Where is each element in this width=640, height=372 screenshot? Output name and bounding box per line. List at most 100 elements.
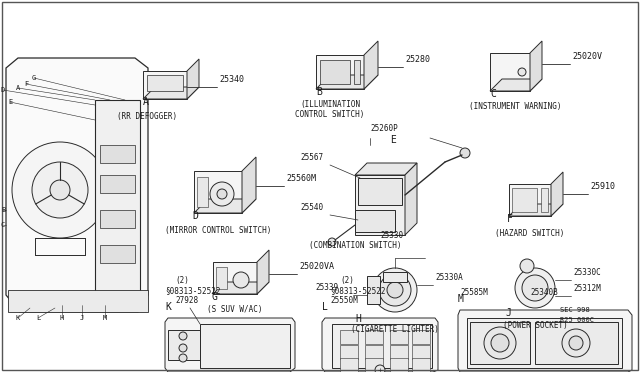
Text: (COMBINATION SWITCH): (COMBINATION SWITCH) bbox=[308, 241, 401, 250]
Circle shape bbox=[379, 274, 411, 306]
Text: CONTROL SWITCH): CONTROL SWITCH) bbox=[295, 110, 365, 119]
Bar bbox=[197, 177, 208, 207]
Text: 25340: 25340 bbox=[219, 75, 244, 84]
Text: K: K bbox=[16, 315, 20, 321]
Bar bbox=[365, 330, 383, 344]
Text: L: L bbox=[36, 315, 40, 321]
Bar bbox=[340, 330, 358, 344]
Text: A: A bbox=[16, 85, 20, 91]
Text: (2): (2) bbox=[340, 276, 354, 285]
Text: H: H bbox=[60, 315, 64, 321]
Polygon shape bbox=[367, 276, 380, 304]
Text: (RR DEFOGGER): (RR DEFOGGER) bbox=[117, 112, 177, 121]
Polygon shape bbox=[187, 59, 199, 99]
Circle shape bbox=[460, 148, 470, 158]
Text: (S SUV W/AC): (S SUV W/AC) bbox=[207, 305, 263, 314]
Polygon shape bbox=[242, 157, 256, 213]
Polygon shape bbox=[213, 262, 257, 294]
Circle shape bbox=[387, 282, 403, 298]
Text: F: F bbox=[507, 214, 513, 224]
Polygon shape bbox=[355, 163, 417, 175]
Text: H: H bbox=[355, 314, 361, 324]
Bar bbox=[512, 188, 537, 212]
Polygon shape bbox=[194, 199, 256, 213]
Circle shape bbox=[518, 68, 526, 76]
Circle shape bbox=[375, 365, 385, 372]
Text: 25330C: 25330C bbox=[573, 268, 601, 277]
Polygon shape bbox=[355, 175, 405, 235]
Polygon shape bbox=[535, 322, 618, 364]
Circle shape bbox=[569, 336, 583, 350]
Text: 25330: 25330 bbox=[380, 231, 403, 240]
Bar bbox=[412, 330, 430, 344]
Bar bbox=[216, 267, 227, 289]
Circle shape bbox=[210, 182, 234, 206]
Bar bbox=[412, 358, 430, 372]
Circle shape bbox=[515, 268, 555, 308]
Text: G: G bbox=[32, 75, 36, 81]
Circle shape bbox=[179, 332, 187, 340]
Text: 25330A: 25330A bbox=[435, 273, 463, 282]
Text: 25910: 25910 bbox=[590, 182, 615, 191]
Bar bbox=[100, 210, 135, 228]
Circle shape bbox=[32, 162, 88, 218]
Circle shape bbox=[562, 329, 590, 357]
Text: D: D bbox=[1, 87, 5, 93]
Text: (POWER SOCKET): (POWER SOCKET) bbox=[502, 321, 568, 330]
Polygon shape bbox=[458, 310, 632, 372]
Bar bbox=[95, 100, 140, 305]
Circle shape bbox=[484, 327, 516, 359]
Text: C: C bbox=[490, 89, 496, 99]
Circle shape bbox=[522, 275, 548, 301]
Text: G: G bbox=[211, 292, 217, 302]
Circle shape bbox=[12, 142, 108, 238]
Text: F: F bbox=[24, 81, 28, 87]
Polygon shape bbox=[143, 71, 187, 99]
Circle shape bbox=[373, 268, 417, 312]
Text: 25540: 25540 bbox=[300, 203, 323, 212]
Circle shape bbox=[179, 344, 187, 352]
Circle shape bbox=[520, 259, 534, 273]
Circle shape bbox=[50, 180, 70, 200]
Polygon shape bbox=[467, 318, 622, 368]
Polygon shape bbox=[165, 318, 295, 372]
Polygon shape bbox=[470, 322, 530, 364]
Circle shape bbox=[328, 238, 336, 246]
Circle shape bbox=[179, 354, 187, 362]
Polygon shape bbox=[322, 318, 438, 372]
Bar bbox=[365, 358, 383, 372]
Text: (CIGARETTE LIGHTER): (CIGARETTE LIGHTER) bbox=[351, 325, 439, 334]
Bar bbox=[340, 345, 358, 359]
Text: 25260P: 25260P bbox=[370, 124, 397, 133]
Polygon shape bbox=[257, 250, 269, 294]
Text: D: D bbox=[192, 211, 198, 221]
Text: A: A bbox=[143, 97, 149, 107]
Text: E: E bbox=[390, 135, 396, 145]
Polygon shape bbox=[509, 184, 551, 216]
Text: K: K bbox=[165, 302, 171, 312]
Polygon shape bbox=[355, 210, 395, 232]
Text: E: E bbox=[8, 99, 12, 105]
Polygon shape bbox=[168, 330, 200, 360]
Circle shape bbox=[491, 334, 509, 352]
Text: J: J bbox=[80, 315, 84, 321]
Bar bbox=[390, 358, 408, 372]
Bar bbox=[340, 358, 358, 372]
Bar bbox=[354, 60, 360, 84]
Text: (INSTRUMENT WARNING): (INSTRUMENT WARNING) bbox=[468, 102, 561, 111]
Text: B: B bbox=[1, 207, 5, 213]
Bar bbox=[100, 175, 135, 193]
Polygon shape bbox=[509, 204, 563, 216]
Polygon shape bbox=[332, 324, 432, 368]
Text: 25560M: 25560M bbox=[286, 174, 316, 183]
Bar bbox=[412, 345, 430, 359]
Bar bbox=[100, 145, 135, 163]
Text: M: M bbox=[103, 315, 107, 321]
Polygon shape bbox=[490, 79, 542, 91]
Text: §08313-52522: §08313-52522 bbox=[330, 286, 385, 295]
Bar bbox=[147, 75, 183, 91]
Text: 25339: 25339 bbox=[315, 283, 338, 292]
Text: 25567: 25567 bbox=[300, 153, 323, 162]
Polygon shape bbox=[364, 41, 378, 89]
Polygon shape bbox=[530, 41, 542, 91]
